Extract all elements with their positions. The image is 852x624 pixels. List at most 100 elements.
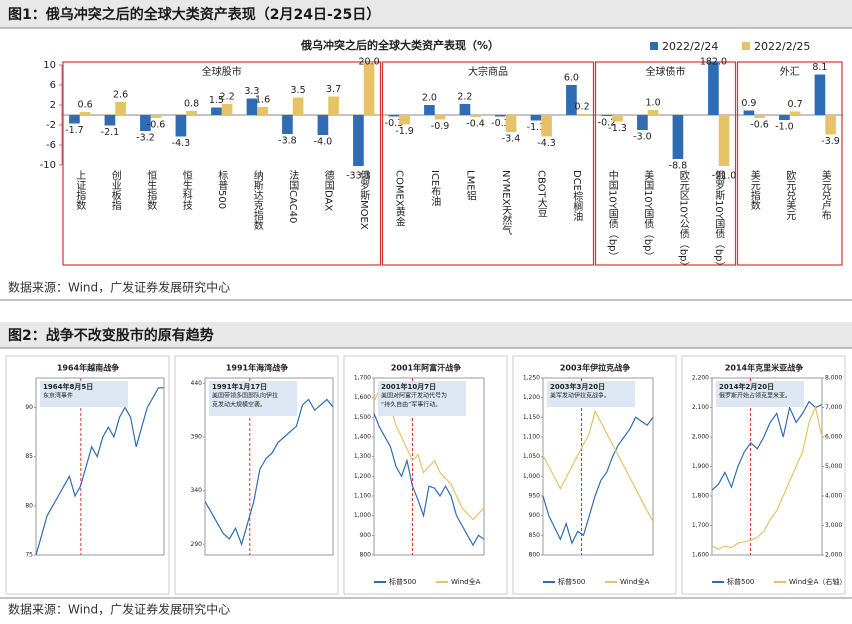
line (542, 409, 654, 523)
y-tick-label: 1,600 (692, 552, 709, 559)
group-label: 全球股市 (202, 65, 242, 78)
line (542, 416, 654, 545)
y-tick-label: 950 (529, 493, 541, 500)
heading: 图2：战争不改变股市的原有趋势 (8, 327, 214, 344)
x-tick-label: 中国10Y国债（bp） (606, 169, 618, 262)
data-label: 3.3 (244, 86, 259, 97)
y-tick-label: 900 (360, 532, 372, 539)
bar (647, 110, 659, 115)
annotation: 美国对阿富汗发动代号为 (381, 392, 447, 400)
group-box (62, 61, 382, 266)
annotation: “持久自由”军事行动。 (381, 401, 441, 409)
chart-title: 俄乌冲突之后的全球大类资产表现（%） (300, 38, 499, 52)
x-tick-label: 俄罗斯MOEX (358, 170, 370, 230)
y2-tick-label: 3,000 (825, 522, 842, 529)
data-label: 0.2 (575, 102, 590, 113)
bar (541, 115, 552, 137)
plot-frame (204, 377, 334, 556)
bar (186, 111, 197, 115)
line (204, 398, 334, 547)
y2-tick-label: 5,000 (825, 463, 842, 470)
legend-label: 标普500 (389, 577, 416, 586)
y2-tick-label: 6,000 (825, 434, 842, 441)
annotation: 1964年8月5日 (43, 382, 93, 391)
bar (434, 115, 446, 120)
bar (211, 107, 222, 115)
group-label: 大宗商品 (468, 65, 508, 78)
x-tick-label: 美元指数 (748, 169, 760, 211)
y2-tick-label: 7,000 (825, 404, 842, 411)
bar (115, 102, 126, 115)
bar (637, 115, 648, 130)
data-label: -0.9 (431, 121, 450, 132)
bar (814, 74, 826, 115)
x-tick-label: ICE布油 (429, 170, 441, 206)
data-label: -1.7 (65, 125, 84, 136)
bar (282, 115, 293, 134)
panel (174, 355, 339, 595)
y-tick-label: 1,900 (692, 463, 709, 470)
y2-tick-label: 8,000 (825, 375, 842, 382)
bar (69, 115, 80, 124)
legend-label: 标普500 (558, 577, 585, 586)
chart-title: 2003年伊拉克战争 (560, 363, 630, 373)
bar (388, 115, 400, 117)
y-tick-label: 1,500 (354, 414, 371, 421)
data-label: 182.0 (700, 57, 727, 68)
bar (424, 105, 435, 115)
data-label: -1.0 (775, 122, 794, 133)
data-label: 2.2 (220, 92, 235, 103)
y-tick-label: 2 (50, 100, 56, 111)
bar (743, 110, 755, 115)
x-tick-label: 俄罗斯10Y国债（bp） (713, 170, 725, 272)
x-tick-label: 创业板指 (109, 169, 121, 211)
data-label: -0.3 (491, 118, 510, 129)
data-label: 2.0 (422, 93, 437, 104)
data-label: -0.6 (147, 120, 166, 131)
data-label: -1.9 (395, 126, 414, 137)
y-tick-label: 1,100 (523, 434, 540, 441)
legend-swatch (650, 42, 658, 50)
data-label: -8.8 (669, 161, 688, 172)
chart-title: 1991年海湾战争 (226, 363, 288, 373)
y-tick-label: 900 (529, 512, 541, 519)
y-tick-label: 290 (191, 541, 203, 548)
x-tick-label: NYMEX天然气 (500, 170, 512, 235)
panel (5, 355, 170, 595)
bar (363, 62, 375, 115)
annotation: 2001年10月7日 (381, 382, 436, 391)
y-tick-label: 390 (191, 434, 203, 441)
bar (825, 115, 836, 135)
bar (317, 115, 329, 135)
y-tick-label: 800 (529, 552, 541, 559)
y-tick-label: 1,600 (354, 394, 371, 401)
x-tick-label: 德国DAX (322, 169, 334, 212)
y-tick-label: 2,200 (692, 375, 709, 382)
bar (140, 115, 151, 131)
plot-frame (373, 377, 485, 556)
y-tick-label: 1,200 (354, 473, 371, 480)
y-tick-label: 75 (25, 552, 33, 559)
y-tick-label: 2,100 (692, 404, 709, 411)
legend-label: Wind全A（右轴） (789, 577, 846, 586)
group-box (594, 61, 737, 266)
data-label: 3.7 (326, 84, 341, 95)
data-label: 1.5 (209, 95, 224, 106)
bar (459, 104, 471, 115)
y2-tick-label: 4,000 (825, 493, 842, 500)
bar (79, 112, 91, 115)
y-tick-label: 440 (191, 380, 203, 387)
group-label: 外汇 (780, 65, 800, 78)
data-label: -3.2 (136, 133, 155, 144)
data-label: 0.8 (184, 99, 199, 110)
chart-title: 2001年阿富汗战争 (391, 363, 461, 373)
y-tick-label: 800 (360, 552, 372, 559)
y2-tick-label: 2,000 (825, 552, 842, 559)
bar (672, 115, 684, 159)
y-tick-label: 85 (25, 453, 33, 460)
bar (601, 115, 613, 116)
annotation-box (716, 381, 804, 407)
bar (470, 115, 481, 117)
y-tick-label: 1,000 (523, 473, 540, 480)
line (711, 405, 823, 550)
